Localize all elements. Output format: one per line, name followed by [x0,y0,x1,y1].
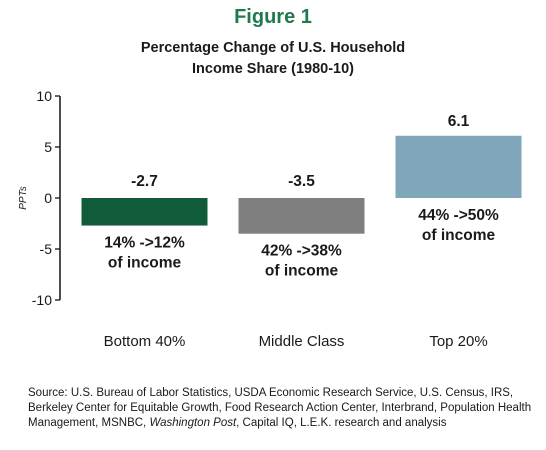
bar-annotation: 42% ->38% [261,243,342,260]
source-text: Source: U.S. Bureau of Labor Statistics,… [28,387,532,429]
figure-label: Figure 1 [234,6,312,28]
bar-annotation: of income [265,263,339,280]
x-category-label: Top 20% [429,333,487,350]
y-tick-label: -5 [40,241,53,257]
y-axis-label: PPTs [18,186,29,210]
bar-value-label: 6.1 [448,113,470,130]
bar [395,135,522,198]
bar-value-label: -2.7 [131,173,158,190]
bar-annotation: 44% ->50% [418,207,499,224]
y-tick-label: 0 [44,190,52,206]
bar-chart: 10 5 0 -5 -10 PPTs -2.7 14% ->12% of income Botto… [18,88,522,350]
y-tick-label: 10 [36,88,52,104]
bar [238,198,365,234]
bar-annotation: of income [422,227,496,244]
y-tick-label: 5 [44,139,52,155]
chart-title: Percentage Change of U.S. Household Inco… [0,38,546,80]
chart-title-line-1: Percentage Change of U.S. Household [140,40,406,56]
bar-annotation: of income [108,255,182,272]
source-italic: Washington Post [149,417,237,429]
source-note: Source: U.S. Bureau of Labor Statistics,… [28,386,540,431]
bar-annotation: 14% ->12% [104,235,185,252]
chart-title-line-2: Income Share (1980-10) [192,61,354,77]
bar-value-label: -3.5 [288,173,315,190]
x-category-label: Middle Class [259,333,345,350]
source-text-end: , Capital IQ, L.E.K. research and analys… [236,417,447,429]
x-category-label: Bottom 40% [104,333,186,350]
y-tick-label: -10 [32,292,52,308]
bar [81,198,208,226]
